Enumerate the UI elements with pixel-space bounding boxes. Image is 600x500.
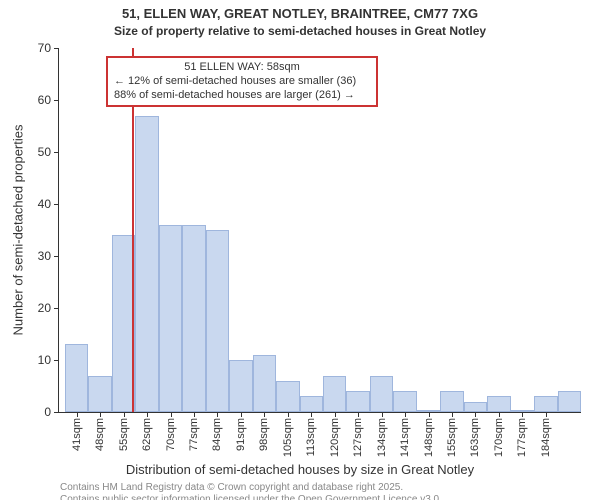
xtick-label: 98sqm: [258, 418, 270, 451]
histogram-bar: [346, 391, 369, 412]
ytick-mark: [54, 48, 59, 49]
histogram-bar: [370, 376, 393, 412]
xtick-label: 177sqm: [516, 418, 528, 457]
histogram-bar: [253, 355, 276, 412]
ytick-label: 40: [38, 197, 51, 211]
xtick-label: 91sqm: [235, 418, 247, 451]
histogram-bar: [464, 402, 487, 412]
chart-subtitle: Size of property relative to semi-detach…: [0, 24, 600, 38]
histogram-bar: [323, 376, 346, 412]
xtick-label: 163sqm: [469, 418, 481, 457]
xtick-mark: [475, 412, 476, 417]
ytick-mark: [54, 100, 59, 101]
histogram-bar: [65, 344, 88, 412]
chart-container: 51, ELLEN WAY, GREAT NOTLEY, BRAINTREE, …: [0, 0, 600, 500]
xtick-mark: [335, 412, 336, 417]
xtick-label: 84sqm: [211, 418, 223, 451]
x-axis-label: Distribution of semi-detached houses by …: [0, 462, 600, 477]
xtick-mark: [264, 412, 265, 417]
histogram-bar: [159, 225, 182, 412]
histogram-bar: [276, 381, 299, 412]
chart-title: 51, ELLEN WAY, GREAT NOTLEY, BRAINTREE, …: [0, 6, 600, 21]
annotation-line: 51 ELLEN WAY: 58sqm: [114, 61, 370, 75]
histogram-bar: [393, 391, 416, 412]
xtick-label: 127sqm: [352, 418, 364, 457]
xtick-mark: [499, 412, 500, 417]
ytick-mark: [54, 412, 59, 413]
xtick-mark: [171, 412, 172, 417]
xtick-mark: [522, 412, 523, 417]
annotation-line: ← 12% of semi-detached houses are smalle…: [114, 75, 370, 89]
ytick-mark: [54, 152, 59, 153]
xtick-label: 141sqm: [399, 418, 411, 457]
histogram-bar: [534, 396, 557, 412]
xtick-label: 148sqm: [423, 418, 435, 457]
annotation-line: 88% of semi-detached houses are larger (…: [114, 89, 370, 103]
histogram-bar: [182, 225, 205, 412]
xtick-label: 134sqm: [376, 418, 388, 457]
ytick-label: 10: [38, 353, 51, 367]
xtick-label: 48sqm: [94, 418, 106, 451]
xtick-label: 120sqm: [329, 418, 341, 457]
xtick-label: 41sqm: [71, 418, 83, 451]
ytick-mark: [54, 308, 59, 309]
annotation-box: 51 ELLEN WAY: 58sqm← 12% of semi-detache…: [106, 56, 378, 107]
xtick-mark: [429, 412, 430, 417]
histogram-bar: [558, 391, 581, 412]
histogram-bar: [206, 230, 229, 412]
xtick-mark: [382, 412, 383, 417]
xtick-label: 105sqm: [282, 418, 294, 457]
xtick-label: 55sqm: [118, 418, 130, 451]
xtick-mark: [311, 412, 312, 417]
xtick-mark: [124, 412, 125, 417]
histogram-bar: [88, 376, 111, 412]
xtick-mark: [77, 412, 78, 417]
xtick-mark: [100, 412, 101, 417]
histogram-bar: [229, 360, 252, 412]
ytick-label: 0: [44, 405, 51, 419]
xtick-mark: [194, 412, 195, 417]
xtick-label: 62sqm: [141, 418, 153, 451]
xtick-mark: [358, 412, 359, 417]
xtick-label: 70sqm: [165, 418, 177, 451]
ytick-mark: [54, 256, 59, 257]
histogram-bar: [440, 391, 463, 412]
xtick-mark: [241, 412, 242, 417]
xtick-mark: [452, 412, 453, 417]
xtick-mark: [288, 412, 289, 417]
ytick-label: 30: [38, 249, 51, 263]
histogram-bar: [135, 116, 158, 412]
xtick-mark: [217, 412, 218, 417]
xtick-label: 155sqm: [446, 418, 458, 457]
ytick-mark: [54, 360, 59, 361]
histogram-bar: [487, 396, 510, 412]
ytick-mark: [54, 204, 59, 205]
ytick-label: 50: [38, 145, 51, 159]
ytick-label: 60: [38, 93, 51, 107]
xtick-mark: [546, 412, 547, 417]
xtick-label: 113sqm: [305, 418, 317, 456]
y-axis-label: Number of semi-detached properties: [11, 125, 26, 336]
ytick-label: 20: [38, 301, 51, 315]
footer-line-1: Contains HM Land Registry data © Crown c…: [60, 482, 403, 494]
xtick-mark: [147, 412, 148, 417]
histogram-bar: [300, 396, 323, 412]
xtick-label: 170sqm: [493, 418, 505, 457]
footer-line-2: Contains public sector information licen…: [60, 494, 442, 500]
xtick-label: 184sqm: [540, 418, 552, 457]
ytick-label: 70: [38, 41, 51, 55]
xtick-mark: [405, 412, 406, 417]
xtick-label: 77sqm: [188, 418, 200, 451]
